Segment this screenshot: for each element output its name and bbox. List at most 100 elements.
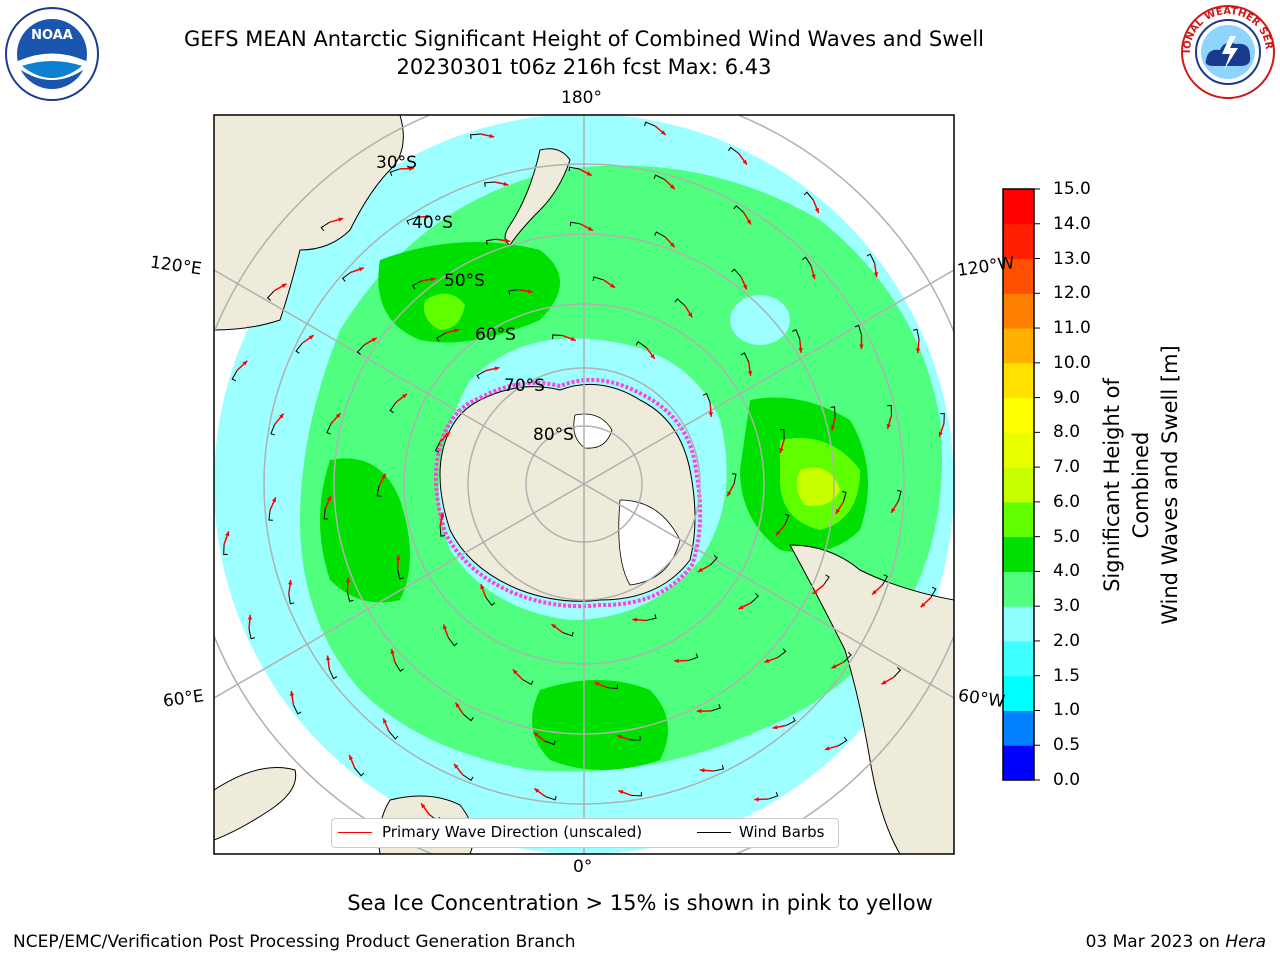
wave-arrow-head (798, 348, 803, 353)
wind-barb (485, 597, 496, 607)
wind-barb (411, 280, 422, 290)
wind-barb (552, 334, 563, 339)
footer-host: Hera (1225, 932, 1266, 952)
wave-arrow-head (708, 412, 714, 417)
wave-arrow-head (439, 512, 445, 518)
wave-arrow-head (512, 669, 518, 675)
wind-barb (545, 795, 557, 801)
wind-barb (784, 513, 790, 525)
footer-date: 03 Mar 2023 on Hera (1085, 932, 1266, 952)
wind-barb (731, 473, 737, 485)
wave-arrow-head (358, 267, 364, 272)
wave-arrow-head (830, 425, 836, 431)
wind-barb (607, 684, 618, 690)
wave-arrow-head (381, 473, 386, 479)
wave-arrow-head (383, 718, 388, 724)
colorbar-segment (1003, 571, 1034, 607)
wind-barb (569, 221, 581, 227)
sea-ice-edge (433, 377, 703, 609)
wind-barb (469, 133, 481, 139)
wave-arrow-head (616, 734, 622, 739)
colorbar-tick-label: 7.0 (1053, 457, 1081, 478)
colorbar-segment (1003, 223, 1034, 260)
wave-arrow-head (551, 624, 557, 629)
wave-arrow-head (247, 614, 253, 620)
wind-barb (508, 289, 519, 295)
wave-arrow-head (281, 283, 287, 288)
colorbar-tick-label: 6.0 (1053, 491, 1081, 512)
wave-arrow-head (915, 348, 921, 354)
wind-barb (231, 370, 238, 382)
wave-arrow-head (669, 184, 675, 190)
wind-barb (376, 485, 382, 497)
wave-arrow-head (480, 584, 485, 590)
wind-barb (270, 424, 276, 436)
wave-arrow-head (618, 790, 624, 795)
noaa-logo-text: NOAA (31, 28, 73, 43)
colorbar-tick-label: 0.5 (1053, 735, 1081, 756)
wave-arrow-head (402, 393, 407, 399)
wind-barb (562, 631, 574, 637)
noaa-logo: NOAA (5, 7, 99, 101)
wind-barb (630, 736, 641, 741)
colorbar-segment (1003, 536, 1034, 572)
wave-arrow-head (696, 708, 702, 714)
map-legend: Primary Wave Direction (unscaled) Wind B… (331, 818, 839, 848)
colorbar-segment (1003, 293, 1034, 329)
colorbar (1002, 188, 1040, 781)
wind-barb (439, 526, 445, 537)
wave-arrow-head (738, 605, 744, 610)
wind-barb (842, 491, 847, 503)
colorbar-segment (1003, 397, 1034, 433)
wind-barb (341, 271, 351, 282)
wind-barb (731, 268, 742, 278)
colorbar-segment (1003, 675, 1034, 711)
wind-barb (644, 121, 656, 127)
lon-label-top: 180° (561, 88, 602, 108)
wind-barb (354, 767, 365, 777)
lon-label-bottom: 0° (573, 857, 593, 877)
colorbar-segment (1003, 745, 1034, 781)
wave-arrow-head (445, 431, 450, 437)
wave-arrow-head (533, 732, 539, 737)
wave-arrow-head (747, 371, 753, 376)
wind-barb (295, 342, 303, 354)
wave-arrow-head (371, 337, 377, 343)
wind-barb (728, 146, 739, 154)
wind-barb (713, 764, 725, 772)
wave-arrow-head (455, 702, 460, 708)
wave-arrow-head (811, 274, 816, 280)
wave-arrow-head (587, 226, 593, 231)
wave-arrow-head (421, 803, 426, 809)
wave-arrow-head (503, 181, 509, 187)
wind-barb (768, 791, 779, 800)
colorbar-tick-label: 9.0 (1053, 387, 1081, 408)
wind-barb (940, 412, 945, 424)
colorbar-tick-label: 10.0 (1053, 352, 1091, 373)
colorbar-segment (1003, 258, 1034, 294)
colorbar-tick-label: 5.0 (1053, 526, 1081, 547)
colorbar-tick-label: 11.0 (1053, 318, 1091, 339)
colorbar-segment (1003, 606, 1034, 642)
wave-arrow-head (453, 763, 459, 769)
wind-barb (881, 574, 889, 586)
wave-arrow-head (920, 602, 926, 608)
wave-arrow-head (349, 755, 354, 761)
graticule (214, 115, 954, 854)
wind-barb (930, 586, 937, 598)
wave-arrow-head (699, 768, 705, 773)
wave-arrow-head (938, 431, 943, 437)
wave-arrow-head (396, 555, 401, 560)
wave-arrow-head (338, 217, 344, 222)
colorbar-tick-label: 12.0 (1053, 283, 1091, 304)
wave-arrow-head (886, 423, 891, 429)
wave-direction-legend-line (338, 832, 372, 833)
colorbar-title: Significant Height of Combined Wind Wave… (1100, 345, 1182, 625)
footer-branch: NCEP/EMC/Verification Post Processing Pr… (13, 932, 576, 952)
wave-arrow-head (534, 788, 540, 793)
new-zealand-land (504, 148, 571, 246)
wind-barb (389, 168, 400, 177)
wind-barb (733, 205, 745, 213)
wave-arrow-head (650, 353, 655, 359)
wind-barb (394, 662, 404, 672)
